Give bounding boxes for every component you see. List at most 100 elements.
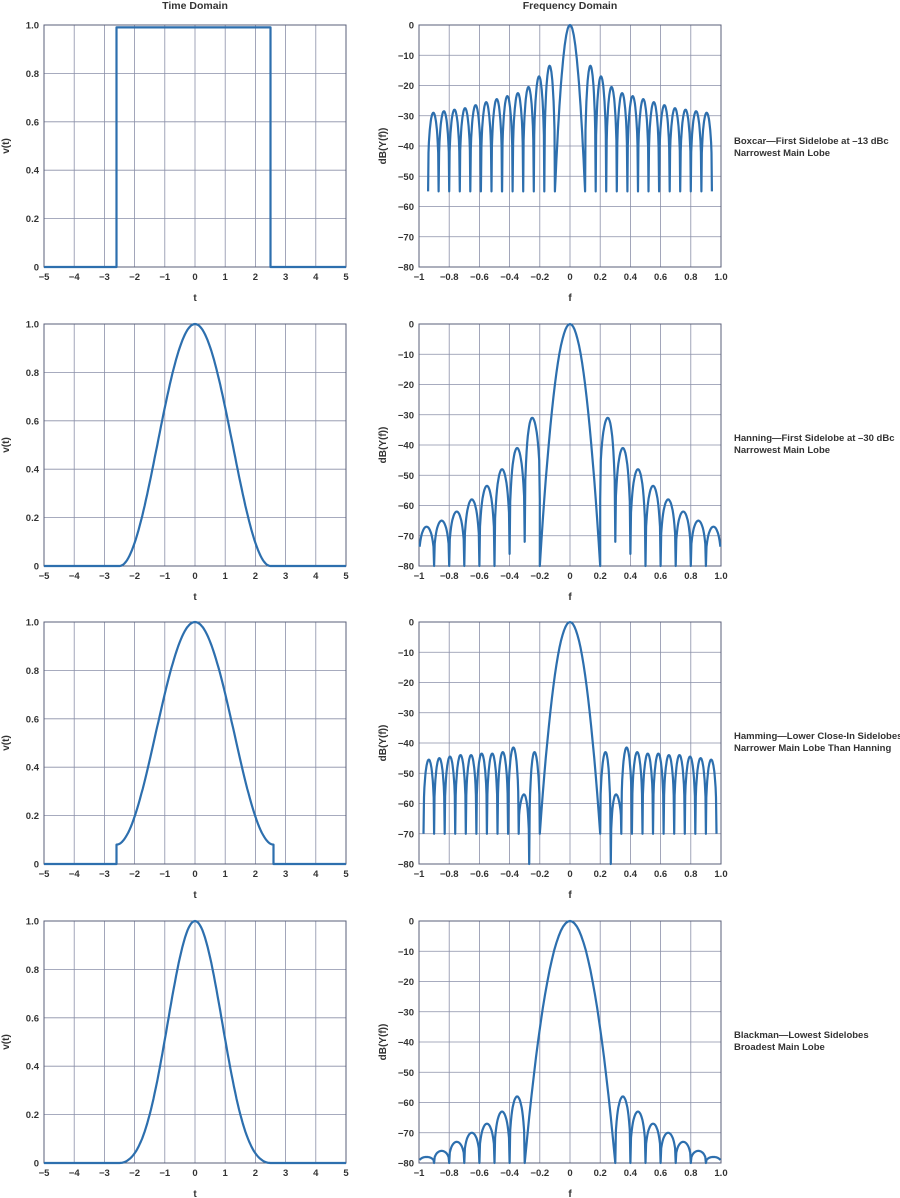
boxcar-frequency-curve [427,23,713,193]
x-tick-label: −0.8 [440,1168,459,1179]
x-tick-label: 0.2 [594,571,607,582]
frequency-domain-header: Frequency Domain [523,0,618,12]
x-tick-label: −4 [69,571,81,582]
x-tick-label: 0 [192,272,197,283]
x-tick-label: −0.2 [530,571,549,582]
x-tick-label: −3 [99,1168,110,1179]
x-tick-label: −0.6 [470,1168,489,1179]
x-axis-label: t [193,890,197,901]
boxcar-note-line1: Boxcar—First Sidelobe at –13 dBc [734,136,889,147]
x-tick-label: −2 [129,272,140,283]
x-tick-label: 4 [313,272,319,283]
x-tick-label: −0.8 [440,869,459,880]
x-tick-label: 0 [567,1168,572,1179]
x-tick-label: 0.2 [594,272,607,283]
y-axis-label: dB(Y(f)) [378,427,389,464]
y-tick-label: −20 [398,977,414,988]
y-tick-label: −80 [398,263,414,274]
x-tick-label: −5 [39,571,51,582]
y-tick-label: 0 [409,917,414,928]
x-tick-label: 3 [283,571,288,582]
boxcar-frequency-plot: −1 −0.8 −0.6 −0.4 −0.2 0 0.2 0.4 0.6 0.8 1.0 0 −10 −2… [378,21,728,305]
y-tick-label: 0.8 [26,666,39,677]
y-tick-label: 1.0 [26,320,39,331]
x-tick-label: 2 [253,272,258,283]
x-tick-label: −2 [129,571,140,582]
y-tick-label: −40 [398,142,414,153]
x-tick-label: 0 [192,869,197,880]
x-tick-label: 1.0 [714,571,727,582]
x-tick-label: 0.4 [624,869,638,880]
y-tick-label: −40 [398,441,414,452]
y-tick-label: −30 [398,708,414,719]
x-tick-label: −0.2 [530,869,549,880]
x-tick-label: 0.8 [684,869,697,880]
y-tick-label: 0.8 [26,965,39,976]
x-tick-label: −3 [99,869,110,880]
x-axis-label: t [193,592,197,603]
y-tick-label: −40 [398,739,414,750]
x-tick-label: 0.4 [624,1168,638,1179]
x-tick-label: 5 [343,869,349,880]
y-tick-label: −60 [398,1098,414,1109]
y-tick-label: 0 [34,860,39,871]
y-tick-label: 0.4 [26,166,40,177]
y-tick-label: 0.8 [26,368,39,379]
hamming-time-plot: −5 −4 −3 −2 −1 0 1 2 3 4 5 0 0.2 0.4 0.6 0.8 1.0 t v(t) [1,618,349,902]
y-tick-label: −60 [398,799,414,810]
y-tick-label: −30 [398,111,414,122]
y-tick-label: −80 [398,1159,414,1170]
x-tick-label: −0.4 [500,272,519,283]
y-tick-label: −60 [398,501,414,512]
hanning-time-curve [44,322,346,568]
x-tick-label: 5 [343,571,349,582]
x-tick-label: −1 [414,869,426,880]
x-tick-label: −1 [414,272,426,283]
x-tick-label: −2 [129,869,140,880]
y-tick-label: −70 [398,232,414,243]
hanning-note-line2: Narrowest Main Lobe [734,445,830,456]
y-axis-label: dB(Y(f)) [378,725,389,762]
hamming-frequency-plot: −1 −0.8 −0.6 −0.4 −0.2 0 0.2 0.4 0.6 0.8 1.0 0 −10 −2… [378,618,728,902]
y-tick-label: 0.6 [26,117,39,128]
x-tick-label: 2 [253,571,258,582]
x-tick-label: −1 [414,571,426,582]
y-tick-label: 0.6 [26,1013,39,1024]
x-tick-label: 3 [283,272,288,283]
hamming-note-line1: Hamming—Lower Close-In Sidelobes [734,731,900,742]
hamming-note-line2: Narrower Main Lobe Than Hanning [734,743,891,754]
x-tick-label: 4 [313,1168,319,1179]
x-tick-label: −4 [69,1168,81,1179]
hamming-frequency-curve [422,620,718,866]
x-tick-label: 0 [192,571,197,582]
y-axis-label: v(t) [1,1034,12,1050]
y-tick-label: 0 [34,562,39,573]
x-tick-label: 1 [223,869,229,880]
x-tick-label: 0.6 [654,272,667,283]
hanning-note-line1: Hanning—First Sidelobe at –30 dBc [734,433,894,444]
x-tick-label: 0.4 [624,571,638,582]
y-axis-label: v(t) [1,138,12,154]
y-tick-label: 0 [409,320,414,331]
y-tick-label: −10 [398,350,414,361]
y-tick-label: −70 [398,829,414,840]
x-axis-label: f [568,293,572,304]
y-tick-label: 1.0 [26,917,39,928]
x-tick-label: −4 [69,272,81,283]
time-domain-header: Time Domain [162,0,228,12]
x-axis-label: f [568,890,572,901]
x-tick-label: −1 [414,1168,426,1179]
x-tick-label: 1 [223,272,229,283]
x-tick-label: −0.4 [500,571,519,582]
x-tick-label: −3 [99,571,110,582]
x-tick-label: 1.0 [714,1168,727,1179]
x-axis-label: f [568,592,572,603]
x-tick-label: 4 [313,869,319,880]
boxcar-time-plot: −5 −4 −3 −2 −1 0 1 2 3 4 5 0 0.2 0.4 0.6 0.8 1.0 t v(t) [1,21,349,305]
x-tick-label: 0.4 [624,272,638,283]
y-tick-label: 0 [34,1159,39,1170]
y-tick-label: 0.2 [26,513,39,524]
x-tick-label: 0.6 [654,571,667,582]
y-tick-label: −50 [398,1068,414,1079]
